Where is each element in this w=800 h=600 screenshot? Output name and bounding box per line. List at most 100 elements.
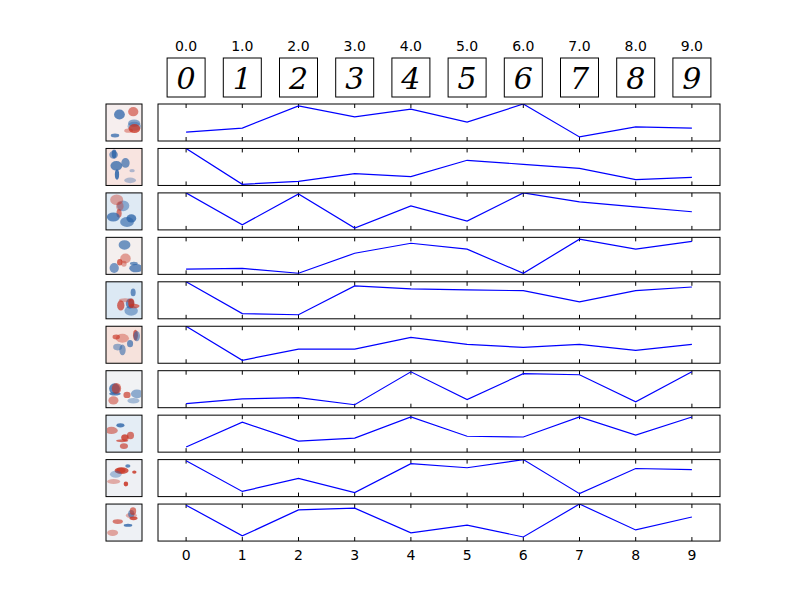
tick (523, 237, 524, 241)
tick (579, 326, 580, 330)
tick (410, 504, 411, 508)
tick (298, 226, 299, 230)
tick (186, 448, 187, 452)
tick (467, 270, 468, 274)
tick (523, 537, 524, 541)
tick (691, 359, 692, 363)
panel (158, 415, 720, 452)
tick (635, 282, 636, 286)
tick (635, 537, 636, 541)
series-group (186, 193, 692, 228)
tick (242, 404, 243, 408)
tick (691, 237, 692, 241)
digit-image-frame (561, 58, 599, 97)
tick (298, 315, 299, 319)
plot-area (158, 326, 720, 363)
tick (467, 148, 468, 152)
digit-image-frame (223, 58, 261, 97)
series-group (186, 326, 692, 360)
figure: 0.01.02.03.04.05.06.07.08.09.00123456789… (0, 0, 800, 600)
filter-thumbnail (106, 504, 142, 541)
filter-thumbnail (106, 104, 142, 141)
plot-area (158, 504, 720, 541)
tick (691, 371, 692, 375)
tick (242, 315, 243, 319)
tick (410, 460, 411, 464)
tick (523, 404, 524, 408)
tick (186, 493, 187, 497)
tick (579, 371, 580, 375)
tick (410, 148, 411, 152)
tick (298, 448, 299, 452)
tick (298, 504, 299, 508)
digit-image: 1 (233, 61, 252, 96)
tick (467, 448, 468, 452)
series-group (186, 148, 692, 184)
tick (410, 193, 411, 197)
line (186, 504, 692, 537)
tick (186, 237, 187, 241)
tick (186, 315, 187, 319)
tick-label: 4 (406, 547, 415, 563)
tick (410, 404, 411, 408)
column-label: 6.0 (512, 38, 534, 54)
tick (635, 137, 636, 141)
plot-area (158, 148, 720, 185)
tick (298, 493, 299, 497)
axis-frame (158, 371, 720, 408)
digit-image-frame (392, 58, 430, 97)
tick-label: 8 (631, 547, 640, 563)
tick (691, 226, 692, 230)
tick (186, 404, 187, 408)
filter-thumbnail (106, 460, 142, 497)
axis-frame (158, 504, 720, 541)
panel (158, 504, 720, 541)
column-label: 4.0 (400, 38, 422, 54)
filter-thumbnail (106, 326, 142, 363)
tick (354, 181, 355, 185)
digit-image-frame (336, 58, 374, 97)
tick (186, 415, 187, 419)
axis-frame (158, 237, 720, 274)
tick (354, 282, 355, 286)
tick-label: 3 (350, 547, 359, 563)
line (186, 239, 692, 273)
digit-image: 4 (400, 61, 420, 96)
tick (635, 359, 636, 363)
tick (635, 404, 636, 408)
background (0, 0, 800, 600)
tick (691, 181, 692, 185)
tick-label: 2 (294, 547, 303, 563)
plot-area (158, 193, 720, 230)
tick (242, 415, 243, 419)
tick (354, 504, 355, 508)
tick (186, 359, 187, 363)
tick (635, 104, 636, 108)
tick (691, 315, 692, 319)
filter-thumbnail (106, 148, 142, 185)
digit-image-frame (167, 58, 205, 97)
tick (354, 104, 355, 108)
tick-label: 5 (463, 547, 472, 563)
tick (691, 448, 692, 452)
column-label: 0.0 (175, 38, 197, 54)
filter-thumbnail (106, 371, 143, 408)
column-label: 9.0 (681, 38, 703, 54)
plot-area (158, 104, 720, 141)
line (186, 282, 692, 315)
tick (691, 148, 692, 152)
plot-area (158, 237, 720, 274)
tick (579, 404, 580, 408)
tick (523, 326, 524, 330)
filter-thumbnail (105, 415, 142, 452)
tick (410, 270, 411, 274)
axis-frame (158, 460, 720, 497)
digit-image-frame (448, 58, 486, 97)
tick (635, 371, 636, 375)
tick (635, 415, 636, 419)
axis-frame (158, 415, 720, 452)
digit-image: 7 (570, 61, 590, 96)
tick (523, 226, 524, 230)
tick (691, 537, 692, 541)
tick (298, 460, 299, 464)
